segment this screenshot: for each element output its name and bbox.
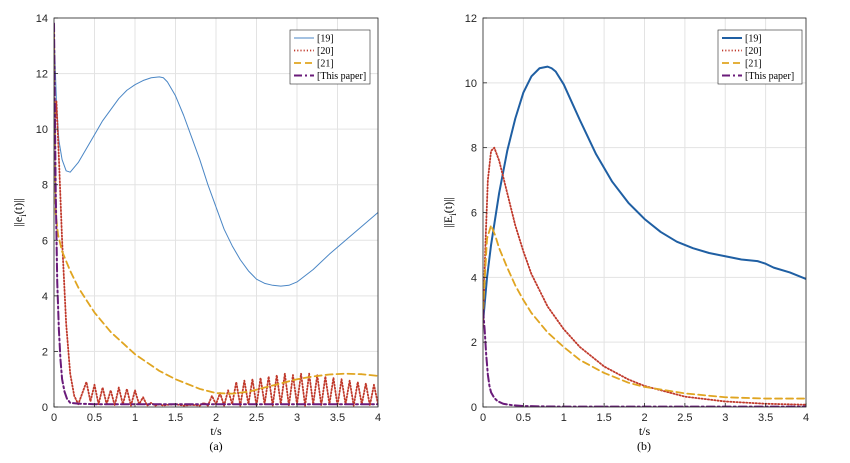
- series-line-4: [483, 308, 806, 407]
- legend: [19][20] [21][This paper]: [717, 29, 803, 85]
- y-tick-label: 0: [471, 402, 477, 414]
- y-tick-label: 6: [42, 235, 48, 247]
- x-tick-label: 4: [803, 412, 809, 424]
- legend-entry: [19]: [317, 34, 334, 45]
- chart-panel-a: 0 0.5 1 1.5 2 2.5 3 3.5 4 0 2 4 6 8 10 12 14 t/s ||ei(t)||…: [11, 13, 381, 453]
- x-tick-label: 2.5: [677, 412, 692, 424]
- y-tick-label: 6: [471, 208, 477, 220]
- x-tick-label: 0.5: [87, 412, 102, 424]
- x-tick-label: 3: [722, 412, 728, 424]
- y-tick-label: 10: [465, 78, 477, 90]
- y-axis-label: ||ei(t)||: [11, 198, 28, 227]
- series-line-4: [54, 22, 378, 406]
- legend-entry: [21]: [317, 59, 334, 70]
- y-tick-label: 0: [42, 402, 48, 414]
- y-tick-label: 4: [471, 272, 477, 284]
- x-tick-label: 0.5: [516, 412, 531, 424]
- y-tick-label: 8: [42, 180, 48, 192]
- x-tick-label: 1: [132, 412, 138, 424]
- series-line-3: [54, 30, 378, 395]
- y-tick-label: 8: [471, 143, 477, 155]
- x-tick-label: 2: [213, 412, 219, 424]
- legend-entry: [20]: [745, 46, 762, 57]
- x-axis-label: t/s: [639, 424, 651, 438]
- y-axis-label: ||Ei(t)||: [441, 197, 458, 228]
- x-axis-label: t/s: [210, 424, 222, 438]
- x-tick-label: 3: [294, 412, 300, 424]
- y-tick-label: 12: [36, 69, 48, 81]
- y-tick-label: 4: [42, 291, 48, 303]
- legend-box: [289, 29, 371, 85]
- legend-entry: [This paper]: [745, 71, 794, 82]
- y-tick-label: 14: [36, 13, 48, 25]
- legend-entry: [19]: [745, 34, 762, 45]
- series-group: [54, 22, 378, 407]
- chart-panel-b: 0 0.5 1 1.5 2 2.5 3 3.5 4 0 2 4 6 8 10 12 t/s ||Ei(t)|| (b…: [441, 13, 809, 453]
- y-tick-label: 12: [465, 13, 477, 25]
- legend: [19][20] [21][This paper]: [289, 29, 371, 85]
- x-tick-label: 1: [561, 412, 567, 424]
- x-tick-label: 4: [375, 412, 381, 424]
- legend-entry: [21]: [745, 59, 762, 70]
- x-tick-label: 2.5: [249, 412, 264, 424]
- series-line-1: [483, 65, 806, 324]
- panel-caption: (b): [637, 439, 651, 453]
- x-tick-label: 0: [51, 412, 57, 424]
- x-tick-label: 1.5: [168, 412, 183, 424]
- series-line-2: [54, 100, 378, 407]
- series-line-1: [54, 31, 378, 287]
- series-group: [483, 65, 806, 407]
- series-line-3: [483, 224, 806, 400]
- x-tick-label: 1.5: [596, 412, 611, 424]
- y-tick-label: 10: [36, 124, 48, 136]
- x-tick-label: 3.5: [330, 412, 345, 424]
- legend-entry: [20]: [317, 46, 334, 57]
- x-tick-label: 2: [641, 412, 647, 424]
- y-tick-label: 2: [42, 346, 48, 358]
- series-line-2: [483, 146, 806, 406]
- legend-entry: [This paper]: [317, 71, 366, 82]
- y-tick-label: 2: [471, 337, 477, 349]
- x-tick-label: 0: [480, 412, 486, 424]
- x-tick-label: 3.5: [758, 412, 773, 424]
- panel-caption: (a): [209, 439, 222, 453]
